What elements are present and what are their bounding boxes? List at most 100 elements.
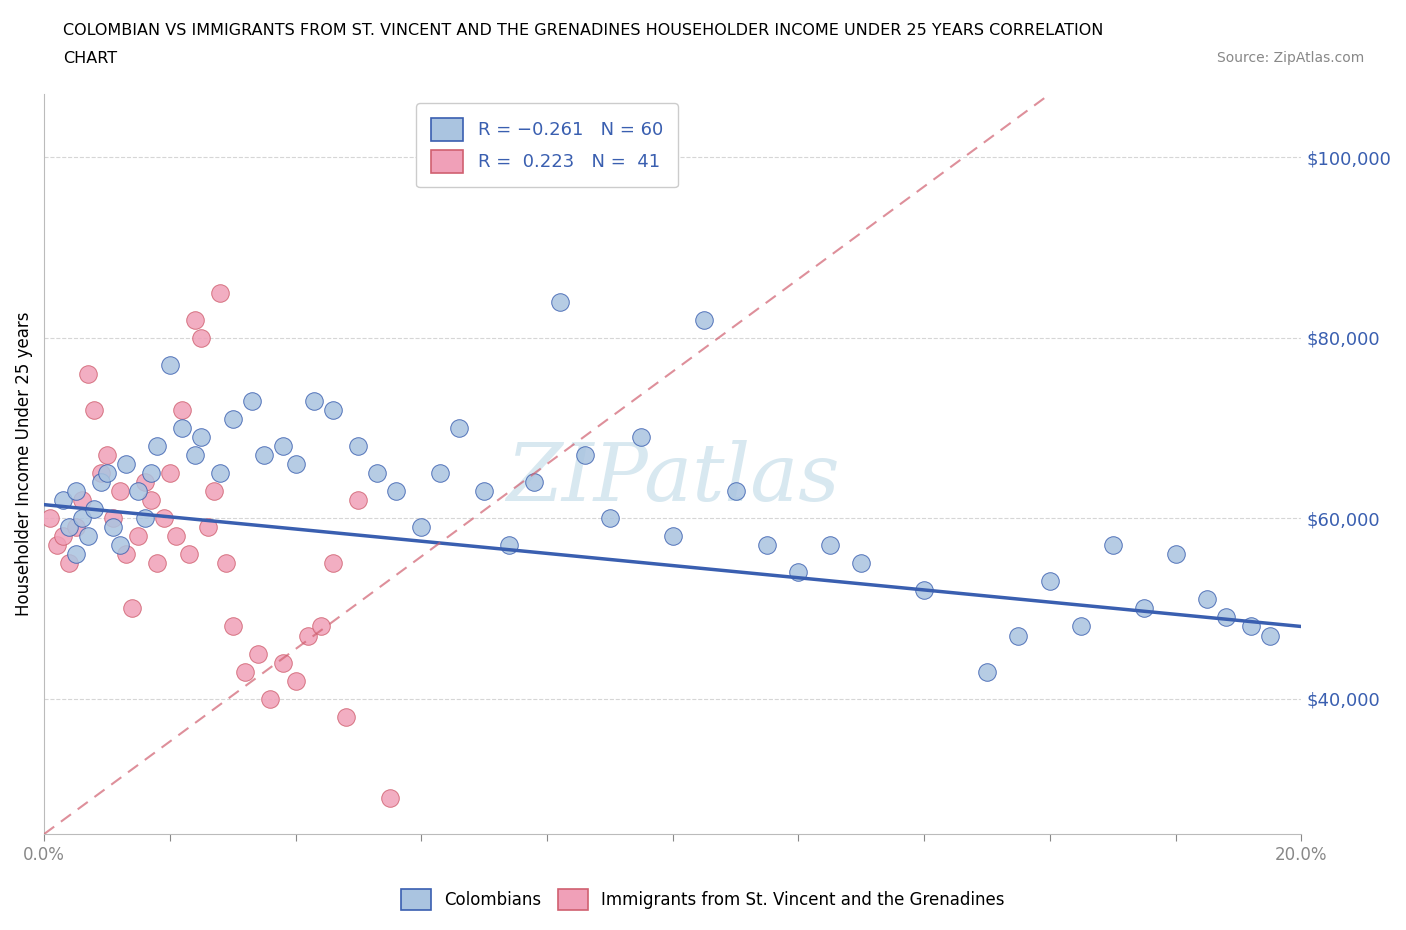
Point: [58, 556, 80, 571]
Point: [114, 457, 136, 472]
Point: [1039, 574, 1062, 589]
Point: [52, 493, 75, 508]
Point: [146, 556, 169, 571]
Legend: Colombians, Immigrants from St. Vincent and the Grenadines: Colombians, Immigrants from St. Vincent …: [392, 881, 1014, 919]
Point: [159, 357, 181, 372]
Point: [1240, 619, 1263, 634]
Point: [976, 664, 998, 679]
Y-axis label: Householder Income Under 25 years: Householder Income Under 25 years: [15, 312, 32, 617]
Point: [693, 312, 716, 327]
Point: [322, 556, 344, 571]
Point: [58, 520, 80, 535]
Point: [209, 466, 232, 481]
Point: [818, 538, 841, 552]
Point: [197, 520, 219, 535]
Point: [233, 664, 256, 679]
Point: [121, 601, 143, 616]
Point: [159, 466, 181, 481]
Point: [523, 474, 546, 489]
Point: [108, 538, 131, 552]
Point: [127, 484, 149, 498]
Point: [90, 474, 112, 489]
Point: [114, 547, 136, 562]
Point: [1195, 592, 1218, 607]
Point: [724, 484, 747, 498]
Point: [378, 790, 401, 805]
Point: [139, 466, 162, 481]
Point: [152, 511, 174, 525]
Point: [146, 439, 169, 454]
Point: [65, 484, 87, 498]
Point: [630, 430, 652, 445]
Point: [127, 529, 149, 544]
Point: [756, 538, 779, 552]
Point: [184, 312, 207, 327]
Point: [77, 529, 100, 544]
Point: [70, 493, 93, 508]
Point: [1215, 610, 1237, 625]
Point: [83, 403, 105, 418]
Point: [347, 493, 370, 508]
Point: [472, 484, 495, 498]
Point: [221, 411, 243, 426]
Point: [172, 403, 194, 418]
Point: [599, 511, 621, 525]
Point: [322, 403, 344, 418]
Point: [366, 466, 388, 481]
Point: [134, 474, 156, 489]
Point: [172, 420, 194, 435]
Point: [851, 556, 873, 571]
Point: [297, 628, 319, 643]
Point: [271, 655, 294, 670]
Point: [912, 583, 935, 598]
Point: [96, 447, 118, 462]
Point: [574, 447, 596, 462]
Point: [190, 430, 212, 445]
Point: [1070, 619, 1092, 634]
Point: [202, 484, 225, 498]
Point: [77, 366, 100, 381]
Point: [103, 511, 125, 525]
Point: [284, 673, 307, 688]
Point: [271, 439, 294, 454]
Point: [65, 520, 87, 535]
Point: [177, 547, 200, 562]
Point: [165, 529, 187, 544]
Point: [52, 529, 75, 544]
Point: [411, 520, 433, 535]
Point: [1164, 547, 1187, 562]
Point: [335, 710, 357, 724]
Point: [209, 286, 232, 300]
Point: [447, 420, 470, 435]
Point: [429, 466, 451, 481]
Point: [347, 439, 370, 454]
Point: [108, 484, 131, 498]
Text: COLOMBIAN VS IMMIGRANTS FROM ST. VINCENT AND THE GRENADINES HOUSEHOLDER INCOME U: COLOMBIAN VS IMMIGRANTS FROM ST. VINCENT…: [63, 23, 1104, 38]
Point: [259, 691, 281, 706]
Point: [1101, 538, 1123, 552]
Point: [498, 538, 520, 552]
Point: [184, 447, 207, 462]
Legend: R = −0.261   N = 60, R =  0.223   N =  41: R = −0.261 N = 60, R = 0.223 N = 41: [416, 103, 678, 188]
Point: [39, 511, 62, 525]
Text: Source: ZipAtlas.com: Source: ZipAtlas.com: [1216, 51, 1364, 65]
Point: [134, 511, 156, 525]
Point: [240, 393, 263, 408]
Point: [96, 466, 118, 481]
Point: [304, 393, 326, 408]
Point: [661, 529, 683, 544]
Point: [45, 538, 67, 552]
Point: [65, 547, 87, 562]
Point: [309, 619, 332, 634]
Point: [70, 511, 93, 525]
Point: [190, 330, 212, 345]
Text: ZIPatlas: ZIPatlas: [506, 440, 839, 518]
Point: [90, 466, 112, 481]
Point: [787, 565, 810, 579]
Point: [139, 493, 162, 508]
Point: [284, 457, 307, 472]
Point: [215, 556, 238, 571]
Point: [221, 619, 243, 634]
Point: [103, 520, 125, 535]
Point: [1133, 601, 1156, 616]
